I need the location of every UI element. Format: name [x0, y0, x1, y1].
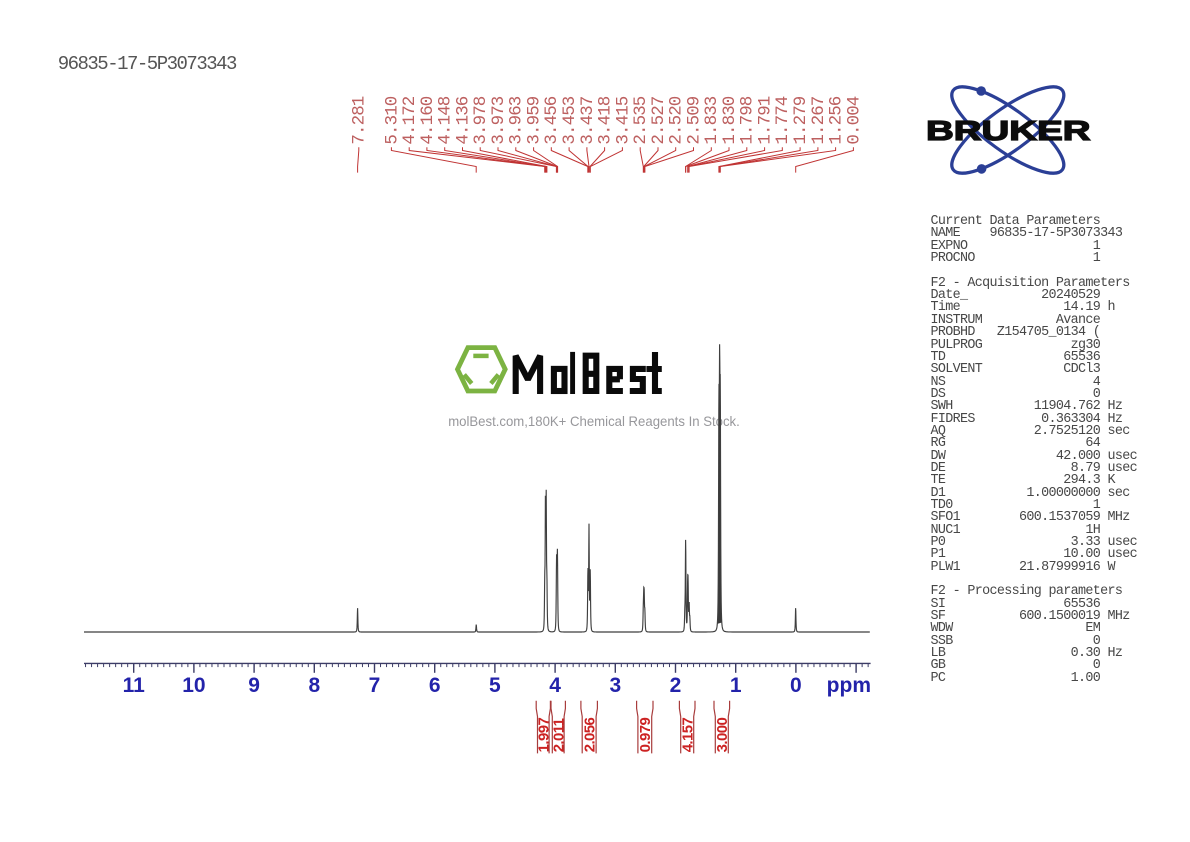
svg-text:5: 5	[489, 674, 501, 697]
svg-text:4.136: 4.136	[453, 96, 473, 144]
svg-text:2.011: 2.011	[551, 718, 568, 752]
svg-text:1.279: 1.279	[791, 96, 811, 144]
svg-text:1.256: 1.256	[827, 96, 847, 144]
svg-text:0.979: 0.979	[637, 718, 654, 753]
svg-text:4.160: 4.160	[418, 96, 438, 144]
svg-text:2.535: 2.535	[631, 96, 651, 144]
svg-text:1.830: 1.830	[720, 96, 740, 144]
svg-text:3.963: 3.963	[507, 96, 527, 144]
svg-text:6: 6	[429, 674, 441, 697]
svg-text:2: 2	[670, 674, 682, 697]
svg-text:1.833: 1.833	[702, 96, 722, 144]
svg-text:4.172: 4.172	[400, 96, 420, 144]
svg-text:1.267: 1.267	[809, 96, 829, 144]
svg-text:3.437: 3.437	[578, 96, 598, 144]
svg-text:7.281: 7.281	[350, 96, 370, 144]
svg-text:0: 0	[790, 674, 802, 697]
svg-text:2.056: 2.056	[582, 718, 599, 753]
svg-text:3.959: 3.959	[525, 96, 545, 144]
svg-text:11: 11	[123, 674, 146, 697]
svg-text:4.148: 4.148	[436, 96, 456, 144]
svg-text:1.997: 1.997	[536, 718, 553, 753]
svg-text:1: 1	[730, 674, 742, 697]
svg-text:1.774: 1.774	[773, 96, 793, 144]
svg-text:8: 8	[308, 674, 320, 697]
svg-text:4.157: 4.157	[680, 718, 697, 753]
svg-text:ppm: ppm	[827, 674, 871, 697]
svg-text:1.798: 1.798	[738, 96, 758, 144]
svg-text:3.000: 3.000	[714, 718, 731, 753]
svg-text:molBest.com,180K+ Chemical Rea: molBest.com,180K+ Chemical Reagents In S…	[448, 414, 740, 429]
svg-text:3.415: 3.415	[613, 96, 633, 144]
svg-text:1.791: 1.791	[756, 96, 776, 144]
svg-text:3: 3	[609, 674, 621, 697]
svg-text:BRUKER: BRUKER	[926, 115, 1091, 146]
svg-text:5.310: 5.310	[382, 96, 402, 144]
svg-text:9: 9	[248, 674, 260, 697]
svg-text:2.509: 2.509	[684, 96, 704, 144]
svg-text:3.973: 3.973	[489, 96, 509, 144]
svg-text:3.418: 3.418	[596, 96, 616, 144]
svg-text:2.520: 2.520	[667, 96, 687, 144]
svg-text:0.004: 0.004	[844, 96, 864, 144]
svg-text:2.527: 2.527	[649, 96, 669, 144]
svg-text:10: 10	[182, 674, 205, 697]
svg-text:7: 7	[369, 674, 381, 697]
svg-text:3.978: 3.978	[471, 96, 491, 144]
svg-text:3.453: 3.453	[560, 96, 580, 144]
svg-text:3.456: 3.456	[542, 96, 562, 144]
svg-text:4: 4	[549, 674, 561, 697]
